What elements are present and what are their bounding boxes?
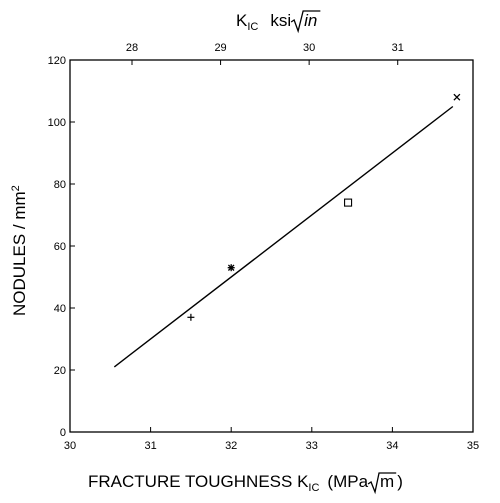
data-point-plus bbox=[187, 313, 195, 321]
y-tick-label: 60 bbox=[54, 241, 66, 253]
x-tick-label: 33 bbox=[306, 440, 318, 452]
data-point-x bbox=[453, 93, 461, 101]
left-axis-ticks: 0 20 40 60 80 100 120 bbox=[48, 55, 75, 439]
y-axis-title: NODULES / mm2 bbox=[10, 185, 29, 316]
data-point-asterisk bbox=[227, 264, 235, 272]
fit-line bbox=[113, 105, 454, 368]
top-axis-title: KIC ksi in bbox=[236, 11, 317, 33]
y-tick-label: 120 bbox=[48, 55, 66, 67]
x-tick-label: 30 bbox=[64, 440, 76, 452]
x-tick-label: 31 bbox=[144, 440, 156, 452]
x-axis-title: FRACTURE TOUGHNESS KIC (MPa m) bbox=[88, 472, 403, 494]
top-tick-label: 28 bbox=[126, 42, 138, 54]
x-tick-label: 34 bbox=[386, 440, 398, 452]
data-series bbox=[113, 93, 461, 368]
x-tick-label: 32 bbox=[225, 440, 237, 452]
y-tick-label: 40 bbox=[54, 303, 66, 315]
top-tick-label: 31 bbox=[392, 42, 404, 54]
y-tick-label: 80 bbox=[54, 179, 66, 191]
y-tick-label: 0 bbox=[60, 427, 66, 439]
x-tick-label: 35 bbox=[467, 440, 479, 452]
top-axis-ticks: 28 29 30 31 bbox=[126, 42, 404, 65]
axis-titles: FRACTURE TOUGHNESS KIC (MPa m) KIC ksi in NODU… bbox=[10, 10, 403, 495]
bottom-axis-ticks: 30 31 32 33 34 35 bbox=[64, 427, 479, 452]
y-tick-label: 20 bbox=[54, 365, 66, 377]
y-tick-label: 100 bbox=[48, 117, 66, 129]
radical-sign-top bbox=[290, 10, 321, 34]
data-point-square bbox=[344, 198, 353, 207]
top-tick-label: 30 bbox=[303, 42, 315, 54]
top-tick-label: 29 bbox=[214, 42, 226, 54]
radical-sign bbox=[367, 472, 397, 495]
